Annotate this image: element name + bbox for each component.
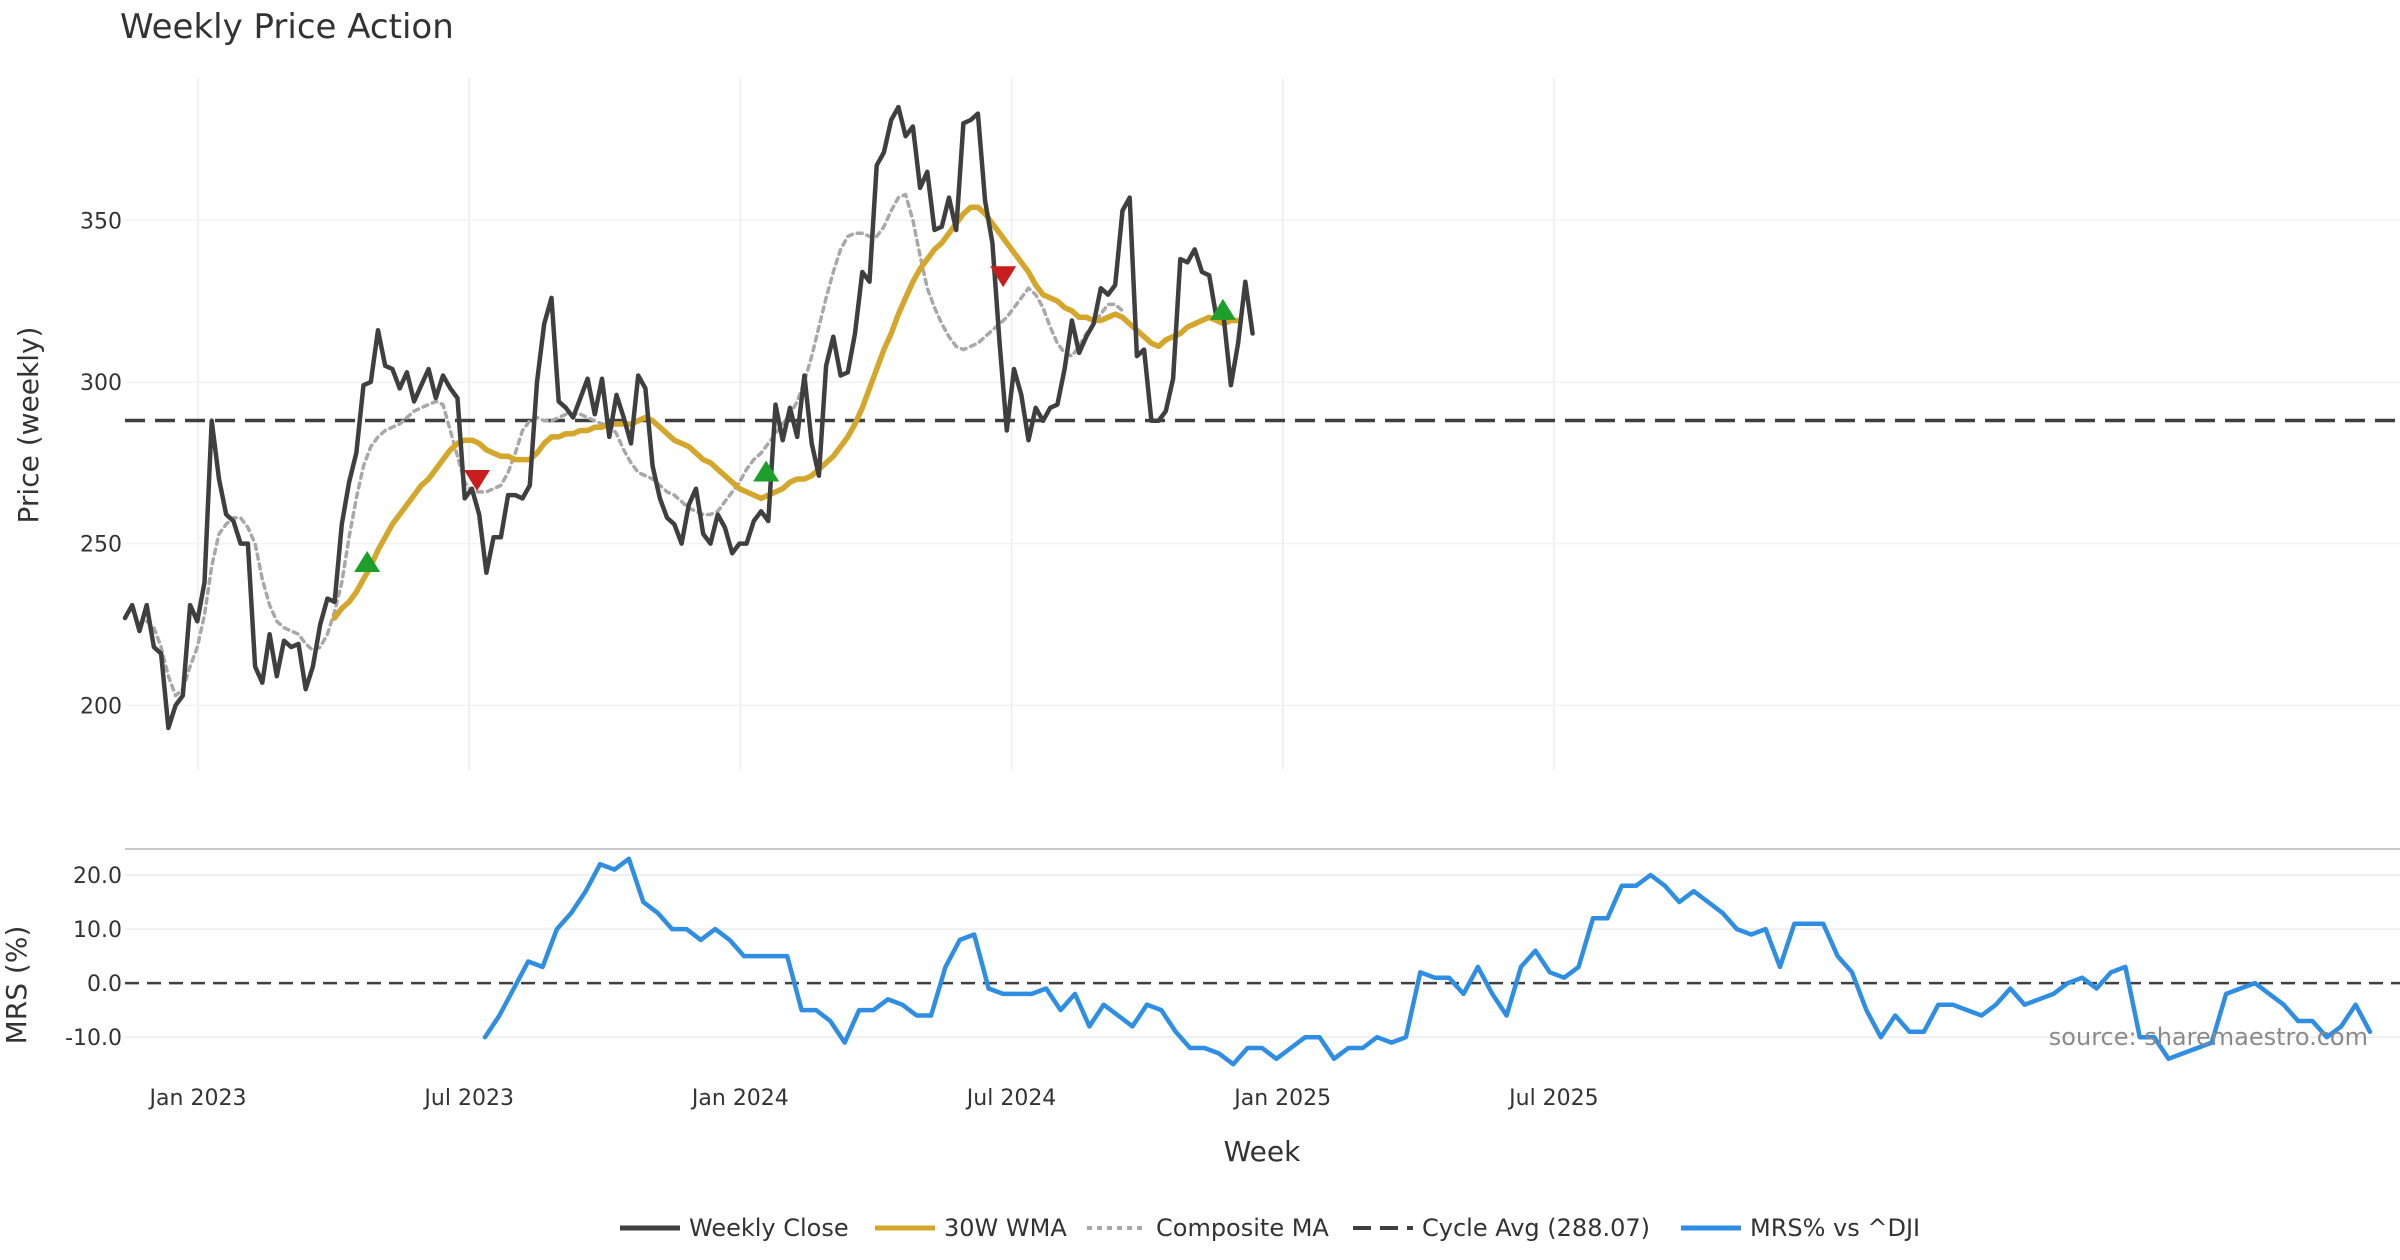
series-line-30w-wma [331, 204, 1241, 621]
sell-signal-marker [464, 469, 491, 491]
source-credit: source: sharemaestro.com [2049, 1023, 2368, 1051]
price-y-axis-title: Price (weekly) [12, 327, 45, 524]
mrs-panel [482, 856, 2373, 1067]
mrs-y-tick-label: 20.0 [73, 864, 122, 889]
x-tick-label: Jan 2023 [148, 1086, 247, 1111]
legend-label: MRS% vs ^DJI [1750, 1214, 1920, 1242]
series-line-weekly-close [122, 104, 1255, 731]
mrs-y-tick-label: -10.0 [65, 1026, 122, 1051]
x-tick-label: Jul 2024 [965, 1086, 1057, 1111]
chart-title: Weekly Price Action [120, 7, 454, 47]
price-y-tick-label: 200 [80, 694, 122, 719]
series-line-composite-ma [144, 192, 1125, 698]
sell-signal-marker [990, 266, 1017, 288]
legend-label: Weekly Close [689, 1214, 849, 1242]
mrs-y-tick-label: 10.0 [73, 918, 122, 943]
price-y-tick-label: 250 [80, 533, 122, 558]
chart-legend: Weekly Close 30W WMA Composite MA Cycle Avg… [620, 1214, 1920, 1242]
mrs-panel-grid: 20.0 10.0 0.0 -10.0 [65, 848, 2400, 1051]
buy-signal-marker [354, 551, 381, 573]
mrs-series-line [482, 856, 2373, 1067]
mrs-y-tick-label: 0.0 [87, 972, 122, 997]
legend-label: Composite MA [1156, 1214, 1329, 1242]
price-panel [122, 104, 2400, 731]
x-tick-label: Jan 2024 [690, 1086, 789, 1111]
legend-label: Cycle Avg (288.07) [1422, 1214, 1650, 1242]
mrs-y-axis-title: MRS (%) [0, 926, 33, 1045]
price-y-tick-label: 350 [80, 209, 122, 234]
buy-signal-marker [753, 460, 780, 482]
x-tick-label: Jan 2025 [1232, 1086, 1331, 1111]
buy-signal-marker [1209, 298, 1236, 320]
x-axis-title: Week [1224, 1135, 1301, 1168]
legend-label: 30W WMA [944, 1214, 1067, 1242]
price-panel-grid: 200 250 300 350 [80, 78, 2400, 770]
x-tick-label: Jul 2023 [422, 1086, 514, 1111]
price-y-tick-label: 300 [80, 371, 122, 396]
x-tick-label: Jul 2025 [1507, 1086, 1599, 1111]
x-axis-ticks: Jan 2023 Jul 2023 Jan 2024 Jul 2024 Jan 2025… [148, 1086, 1599, 1111]
